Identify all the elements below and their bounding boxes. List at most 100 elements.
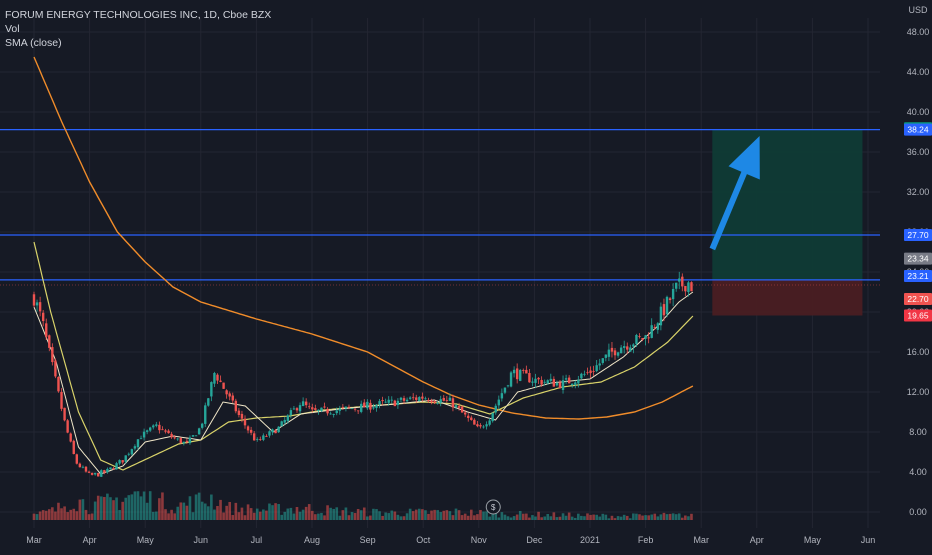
candle[interactable] xyxy=(118,459,121,466)
candle[interactable] xyxy=(63,407,66,422)
candle[interactable] xyxy=(170,431,173,439)
candle[interactable] xyxy=(286,414,290,424)
candle[interactable] xyxy=(363,399,366,408)
candle[interactable] xyxy=(509,370,513,388)
candle[interactable] xyxy=(161,426,164,431)
candle[interactable] xyxy=(308,402,311,410)
candle[interactable] xyxy=(665,295,669,318)
candle[interactable] xyxy=(653,324,656,330)
time-axis[interactable]: Mar Apr May Jun Jul Aug Sep Oct Nov Dec 2021 Feb Mar… xyxy=(26,535,875,545)
candle[interactable] xyxy=(586,367,589,375)
candle[interactable] xyxy=(519,368,522,382)
candle[interactable] xyxy=(635,333,638,348)
candle[interactable] xyxy=(622,340,626,354)
candle[interactable] xyxy=(537,377,540,385)
sma-slow-line[interactable] xyxy=(33,56,694,420)
candle[interactable] xyxy=(246,425,250,434)
candle[interactable] xyxy=(213,371,216,388)
candle[interactable] xyxy=(528,369,531,383)
stop-zone[interactable] xyxy=(712,279,863,316)
candle[interactable] xyxy=(684,285,687,297)
candle[interactable] xyxy=(402,395,406,405)
candle[interactable] xyxy=(360,400,363,414)
candle[interactable] xyxy=(121,460,124,465)
candle[interactable] xyxy=(549,373,553,384)
candle[interactable] xyxy=(424,396,427,400)
candle[interactable] xyxy=(644,335,647,346)
price-badge[interactable]: 19.65 xyxy=(904,309,932,322)
candle[interactable] xyxy=(314,404,317,411)
candle[interactable] xyxy=(375,403,378,412)
candle[interactable] xyxy=(274,429,277,434)
candle[interactable] xyxy=(445,396,449,403)
candle[interactable] xyxy=(396,398,400,409)
candle[interactable] xyxy=(268,430,271,438)
candle[interactable] xyxy=(90,472,94,476)
candle[interactable] xyxy=(48,334,51,352)
candle[interactable] xyxy=(295,407,299,413)
candle[interactable] xyxy=(191,435,195,438)
candle[interactable] xyxy=(252,431,256,441)
candle[interactable] xyxy=(506,384,510,388)
candle[interactable] xyxy=(571,383,574,388)
candle[interactable] xyxy=(277,426,280,433)
candle[interactable] xyxy=(103,469,106,475)
candle[interactable] xyxy=(415,394,418,403)
candle[interactable] xyxy=(574,380,577,389)
candle[interactable] xyxy=(451,394,455,412)
candle[interactable] xyxy=(522,368,525,374)
candle[interactable] xyxy=(298,402,302,415)
candle[interactable] xyxy=(207,397,210,407)
candle[interactable] xyxy=(200,422,204,430)
candle[interactable] xyxy=(243,415,247,429)
candle[interactable] xyxy=(106,467,109,474)
candle[interactable] xyxy=(647,332,650,344)
candle[interactable] xyxy=(473,418,476,425)
candle[interactable] xyxy=(259,436,262,441)
candle[interactable] xyxy=(109,467,112,470)
candle[interactable] xyxy=(598,358,601,370)
candle[interactable] xyxy=(619,344,623,354)
candle[interactable] xyxy=(353,407,357,412)
candle[interactable] xyxy=(60,388,63,412)
candle[interactable] xyxy=(668,297,672,304)
candle[interactable] xyxy=(228,391,231,401)
candle[interactable] xyxy=(204,402,207,428)
candle[interactable] xyxy=(616,351,620,358)
candle[interactable] xyxy=(613,348,617,360)
candle[interactable] xyxy=(341,404,345,410)
candle[interactable] xyxy=(638,333,641,339)
candle[interactable] xyxy=(442,394,445,402)
candle[interactable] xyxy=(381,396,384,406)
candle[interactable] xyxy=(448,393,452,402)
candle[interactable] xyxy=(583,370,586,377)
candle[interactable] xyxy=(503,387,507,395)
candle[interactable] xyxy=(604,354,608,362)
candle[interactable] xyxy=(158,421,161,434)
candle[interactable] xyxy=(674,282,678,292)
candle[interactable] xyxy=(179,437,182,444)
candle[interactable] xyxy=(262,433,265,442)
candle[interactable] xyxy=(497,395,501,410)
candle[interactable] xyxy=(470,415,473,421)
candle[interactable] xyxy=(127,452,130,457)
candle[interactable] xyxy=(457,402,461,411)
candle[interactable] xyxy=(51,343,54,366)
candle[interactable] xyxy=(72,439,75,455)
candle[interactable] xyxy=(311,403,314,413)
candle[interactable] xyxy=(515,363,519,384)
candle[interactable] xyxy=(97,472,100,477)
candle[interactable] xyxy=(629,344,632,352)
candle[interactable] xyxy=(555,380,559,387)
candle[interactable] xyxy=(531,377,534,387)
candle[interactable] xyxy=(234,398,238,414)
candle[interactable] xyxy=(75,453,79,465)
candle[interactable] xyxy=(185,438,189,444)
candle[interactable] xyxy=(176,437,179,441)
candle[interactable] xyxy=(219,375,222,383)
candle[interactable] xyxy=(500,388,504,402)
candle[interactable] xyxy=(112,466,115,470)
candle[interactable] xyxy=(607,343,611,362)
candle[interactable] xyxy=(41,309,45,327)
